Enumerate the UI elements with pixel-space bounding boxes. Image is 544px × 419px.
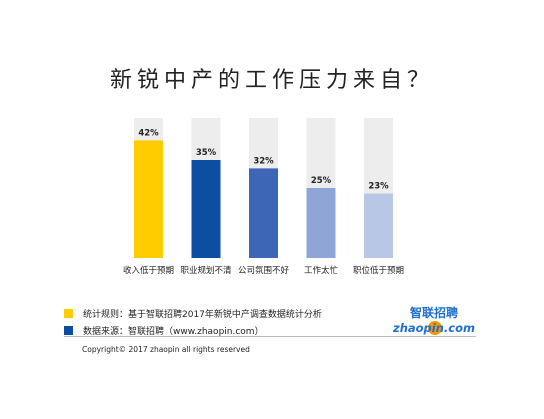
bar-value-label: 23% — [368, 182, 389, 192]
bar-value-label: 32% — [253, 156, 274, 166]
category-label: 公司氛围不好 — [238, 265, 290, 276]
legend-item: 数据来源：智联招聘（www.zhaopin.com） — [64, 323, 264, 337]
legend-item: 统计规则：基于智联招聘2017年新锐中产调查数据统计分析 — [64, 306, 322, 320]
legend-label: 统计规则：基于智联招聘2017年新锐中产调查数据统计分析 — [83, 309, 322, 320]
bar — [191, 160, 221, 258]
chart-title: 新锐中产的工作压力来自？ — [109, 68, 434, 93]
legend-swatch — [64, 308, 73, 318]
logo-orange-disc — [428, 321, 442, 335]
legend-label: 数据来源：智联招聘（www.zhaopin.com） — [83, 326, 264, 337]
bar — [364, 193, 393, 258]
zhaopin-logo: 智联招聘 zhaopin.com — [392, 305, 475, 335]
bar — [306, 188, 336, 258]
divider — [64, 336, 476, 337]
bar-value-label: 42% — [138, 128, 159, 138]
bar-chart: 42% 收入低于预期 35% 职业规划不清 32% 公司氛围不好 25% 工作太忙 23% 职位低… — [123, 118, 404, 276]
legend-swatch — [64, 325, 73, 335]
copyright-text: Copyright© 2017 zhaopin all rights reser… — [82, 345, 250, 354]
bar-value-label: 35% — [196, 148, 217, 158]
category-label: 职业规划不清 — [180, 265, 232, 276]
logo-cn-text: 智联招聘 — [409, 305, 458, 320]
category-label: 工作太忙 — [304, 265, 339, 276]
logo-en-text: zhaopin.com — [392, 321, 475, 335]
bar-value-label: 25% — [311, 176, 332, 186]
bar — [249, 168, 278, 258]
category-label: 收入低于预期 — [123, 265, 174, 276]
bar — [134, 140, 163, 258]
category-label: 职位低于预期 — [353, 265, 404, 276]
